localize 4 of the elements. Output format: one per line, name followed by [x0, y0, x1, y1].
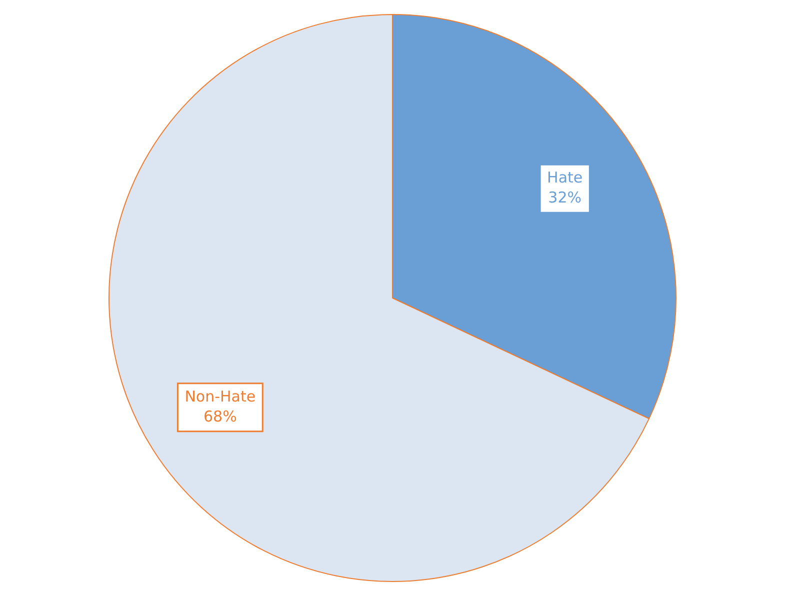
slice-label: Non-Hate	[184, 387, 256, 406]
data-label: 32%	[548, 188, 582, 207]
slice-label: Hate	[547, 168, 583, 187]
data-label: 68%	[203, 407, 237, 426]
